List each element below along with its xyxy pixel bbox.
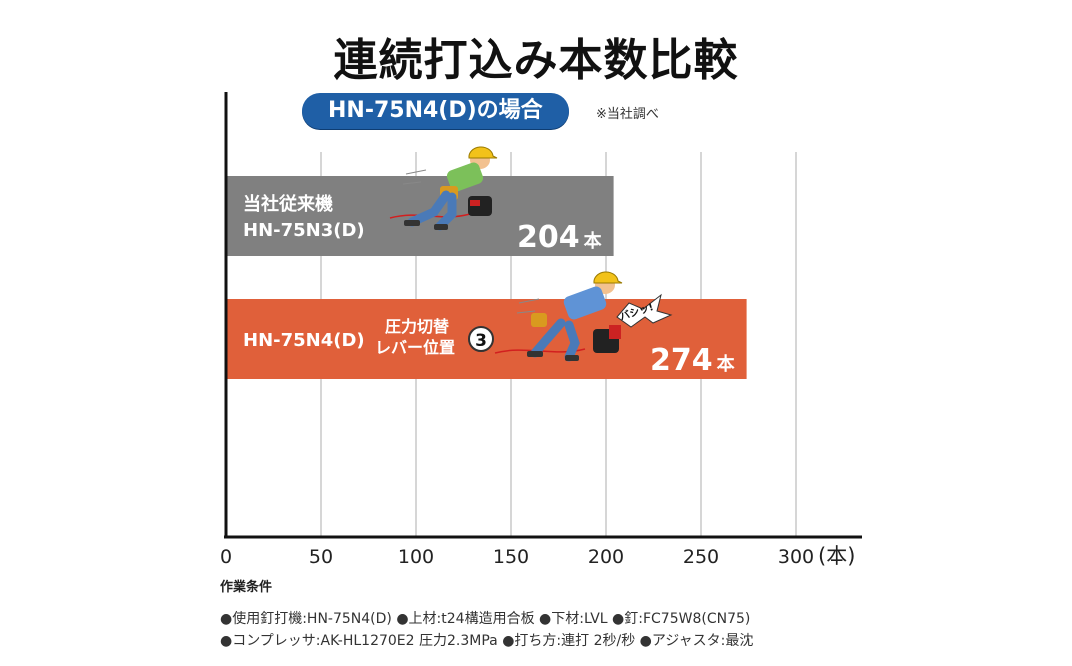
x-tick-label-0: 0 [220,546,232,568]
x-tick-label-300: 300 [778,546,814,568]
x-tick-labels: 0 50 100 150 200 250 300 [220,546,814,568]
annotation-line2: レバー位置 [375,338,455,357]
survey-note: ※当社調べ [596,107,659,122]
conditions-title: 作業条件 [220,580,273,595]
worker-illustration-1 [389,146,498,231]
bar-1-value-unit: 本 [584,230,602,252]
axes [224,92,862,539]
annotation-circle-number: 3 [475,331,487,351]
bar-2-value-unit: 本 [717,353,735,375]
worker-illustration-2: バシッ! [494,271,673,362]
annotation-line1: 圧力切替 [385,317,449,336]
x-tick-label-200: 200 [588,546,624,568]
bar-1-label-line2: HN-75N3(D) [243,220,365,241]
x-tick-label-150: 150 [493,546,529,568]
bar-2-value-label: 274 [650,343,713,378]
bar-1-value-label: 204 [517,220,580,255]
bar-2-label-line1: HN-75N4(D) [243,330,365,351]
bars: 当社従来機HN-75N3(D)本204HN-75N4(D)本274圧力切替レバー… [226,176,747,379]
x-tick-label-100: 100 [398,546,434,568]
x-tick-label-250: 250 [683,546,719,568]
x-unit-label: (本) [818,544,855,568]
model-pill-label: HN-75N4(D)の場合 [302,93,569,129]
conditions-line-2: ●コンプレッサ:AK-HL1270E2 圧力2.3MPa ●打ち方:連打 2秒/… [220,633,754,649]
bar-1-label-line1: 当社従来機 [243,193,333,215]
page-title: 連続打込み本数比較 [333,35,739,86]
annotation-circle [468,326,494,352]
conditions-line-1: ●使用釘打機:HN-75N4(D) ●上材:t24構造用合板 ●下材:LVL ●… [220,611,751,627]
x-tick-label-50: 50 [309,546,333,568]
